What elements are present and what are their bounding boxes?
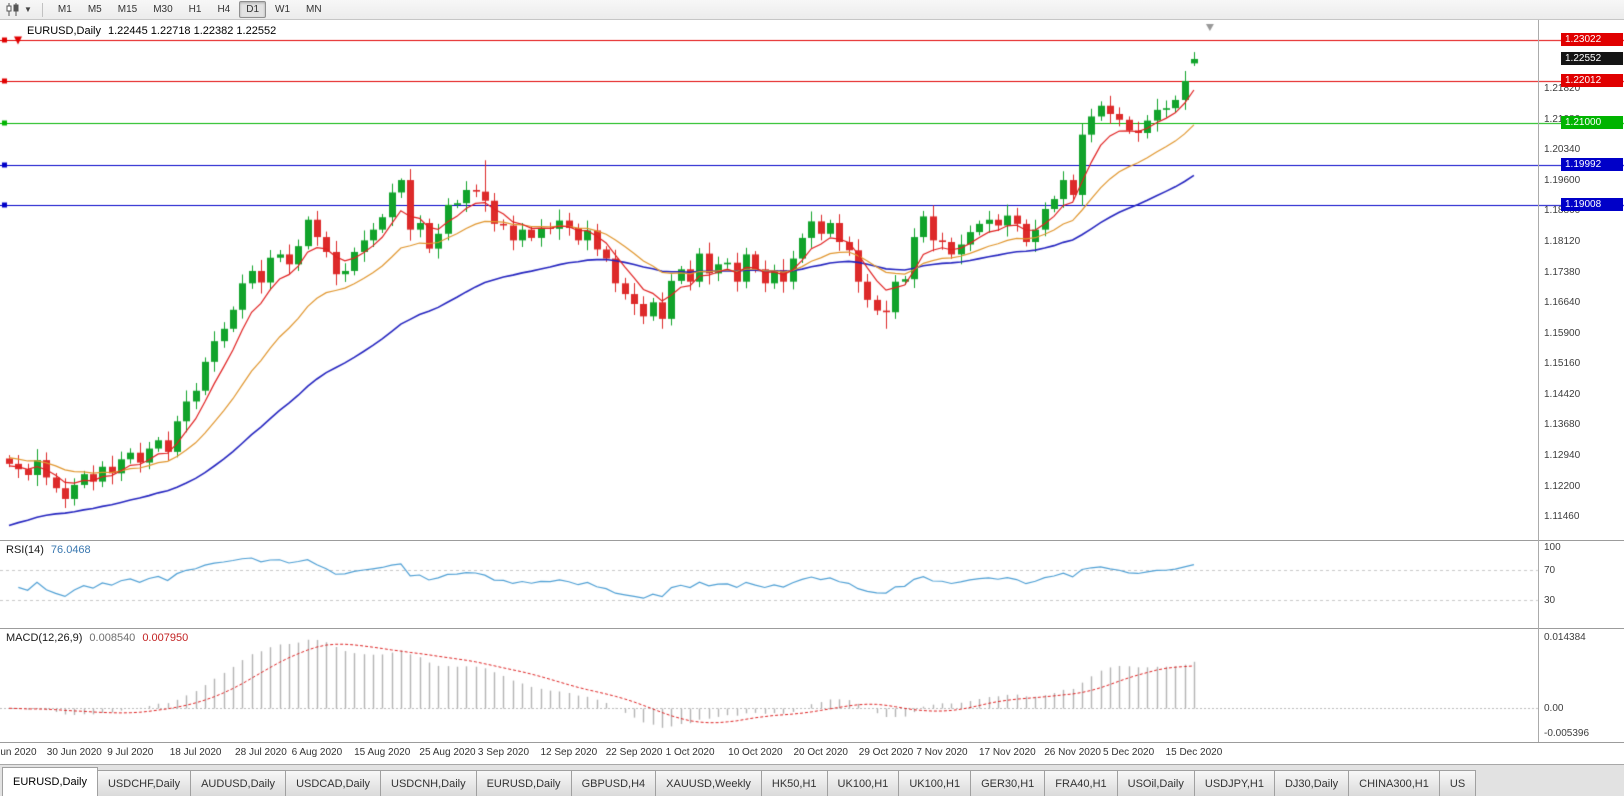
x-axis-label: 20 Oct 2020: [793, 747, 848, 758]
chart-ohlc-title: EURUSD,Daily 1.22445 1.22718 1.22382 1.22…: [27, 25, 283, 37]
chart-tab[interactable]: AUDUSD,Daily: [190, 770, 287, 796]
main-chart-canvas[interactable]: [0, 20, 1624, 540]
x-axis-label: 25 Aug 2020: [419, 747, 476, 758]
x-axis-label: 10 Oct 2020: [728, 747, 783, 758]
chart-tab[interactable]: DJ30,Daily: [1273, 770, 1350, 796]
timeframe-button-M5[interactable]: M5: [87, 4, 102, 15]
x-axis-label: 30 Jun 2020: [46, 747, 102, 758]
x-axis-label: 17 Nov 2020: [978, 747, 1036, 758]
chart-tab[interactable]: GBPUSD,H4: [570, 770, 657, 796]
rsi-canvas[interactable]: [0, 541, 1624, 628]
chart-tab[interactable]: US: [1438, 770, 1477, 796]
chart-area: EURUSD,Daily 1.22445 1.22718 1.22382 1.22…: [0, 20, 1624, 764]
timeframe-button-W1[interactable]: W1: [275, 4, 291, 15]
rsi-value: 76.0468: [50, 544, 91, 556]
panel-splitter[interactable]: [0, 628, 1624, 629]
x-axis-label: 15 Dec 2020: [1165, 747, 1223, 758]
panel-splitter[interactable]: [0, 742, 1624, 743]
chart-tab[interactable]: UK100,H1: [898, 770, 972, 796]
chart-tab[interactable]: CHINA300,H1: [1348, 770, 1440, 796]
macd-canvas[interactable]: [0, 629, 1624, 742]
timeframe-button-MN[interactable]: MN: [306, 4, 322, 15]
timeframe-button-M1[interactable]: M1: [57, 4, 72, 15]
toolbar: ▼ M1 M5 M15 M30 H1 H4 D1 W1 MN: [0, 0, 1624, 20]
timeframe-button-group: M1 M5 M15 M30 H1 H4 D1 W1 MN: [50, 1, 330, 18]
chart-tab[interactable]: EURUSD,Daily: [2, 767, 98, 796]
rsi-name: RSI(14): [6, 544, 44, 556]
chart-tab[interactable]: USDCAD,Daily: [285, 770, 382, 796]
x-axis-label: 9 Jul 2020: [107, 747, 154, 758]
macd-name: MACD(12,26,9): [6, 632, 83, 644]
macd-indicator-label: MACD(12,26,9) 0.008540 0.007950: [6, 632, 188, 644]
x-axis-label: 12 Sep 2020: [540, 747, 598, 758]
chart-tab[interactable]: USDJPY,H1: [1193, 770, 1275, 796]
x-axis-label: 20 Jun 2020: [0, 747, 37, 758]
chart-tab[interactable]: GER30,H1: [970, 770, 1046, 796]
timeframe-button-M30[interactable]: M30: [153, 4, 173, 15]
time-axis: 20 Jun 2020 30 Jun 2020 9 Jul 2020 18 Jul 2…: [0, 743, 1624, 764]
chart-tab-bar: EURUSD,Daily USDCHF,Daily AUDUSD,Daily USDC…: [0, 764, 1624, 796]
chart-tab[interactable]: EURUSD,Daily: [475, 770, 572, 796]
candlestick-chart-type-icon[interactable]: [4, 3, 22, 17]
x-axis-label: 1 Oct 2020: [665, 747, 715, 758]
x-axis-label: 22 Sep 2020: [605, 747, 663, 758]
chart-tab[interactable]: USDCNH,Daily: [380, 770, 477, 796]
chart-type-dropdown-icon[interactable]: ▼: [24, 4, 32, 14]
x-axis-label: 6 Aug 2020: [291, 747, 343, 758]
chart-tab[interactable]: XAUUSD,Weekly: [655, 770, 762, 796]
chart-ohlc-values: 1.22445 1.22718 1.22382 1.22552: [107, 25, 277, 37]
timeframe-button-M15[interactable]: M15: [117, 4, 138, 15]
x-axis-label: 15 Aug 2020: [354, 747, 411, 758]
macd-main-value: 0.008540: [89, 632, 136, 644]
x-axis-label: 5 Dec 2020: [1103, 747, 1155, 758]
x-axis-label: 18 Jul 2020: [169, 747, 222, 758]
timeframe-button-H4[interactable]: H4: [217, 4, 231, 15]
toolbar-divider: [41, 2, 43, 17]
chart-tab[interactable]: FRA40,H1: [1044, 770, 1118, 796]
chart-tab[interactable]: USOil,Daily: [1116, 770, 1195, 796]
x-axis-label: 29 Oct 2020: [858, 747, 914, 758]
chart-tab[interactable]: HK50,H1: [760, 770, 828, 796]
x-axis-label: 7 Nov 2020: [916, 747, 968, 758]
timeframe-button-D1[interactable]: D1: [239, 1, 267, 18]
chart-symbol-period: EURUSD,Daily: [27, 25, 101, 37]
x-axis-label: 26 Nov 2020: [1044, 747, 1101, 758]
price-scale-separator: [1538, 20, 1539, 742]
panel-splitter[interactable]: [0, 540, 1624, 541]
x-axis-label: 3 Sep 2020: [477, 747, 530, 758]
chart-tab[interactable]: USDCHF,Daily: [96, 770, 192, 796]
x-axis-label: 28 Jul 2020: [235, 747, 287, 758]
macd-signal-value: 0.007950: [142, 632, 189, 644]
timeframe-button-H1[interactable]: H1: [188, 4, 202, 15]
rsi-indicator-label: RSI(14) 76.0468: [6, 544, 91, 556]
chart-tab[interactable]: UK100,H1: [826, 770, 900, 796]
